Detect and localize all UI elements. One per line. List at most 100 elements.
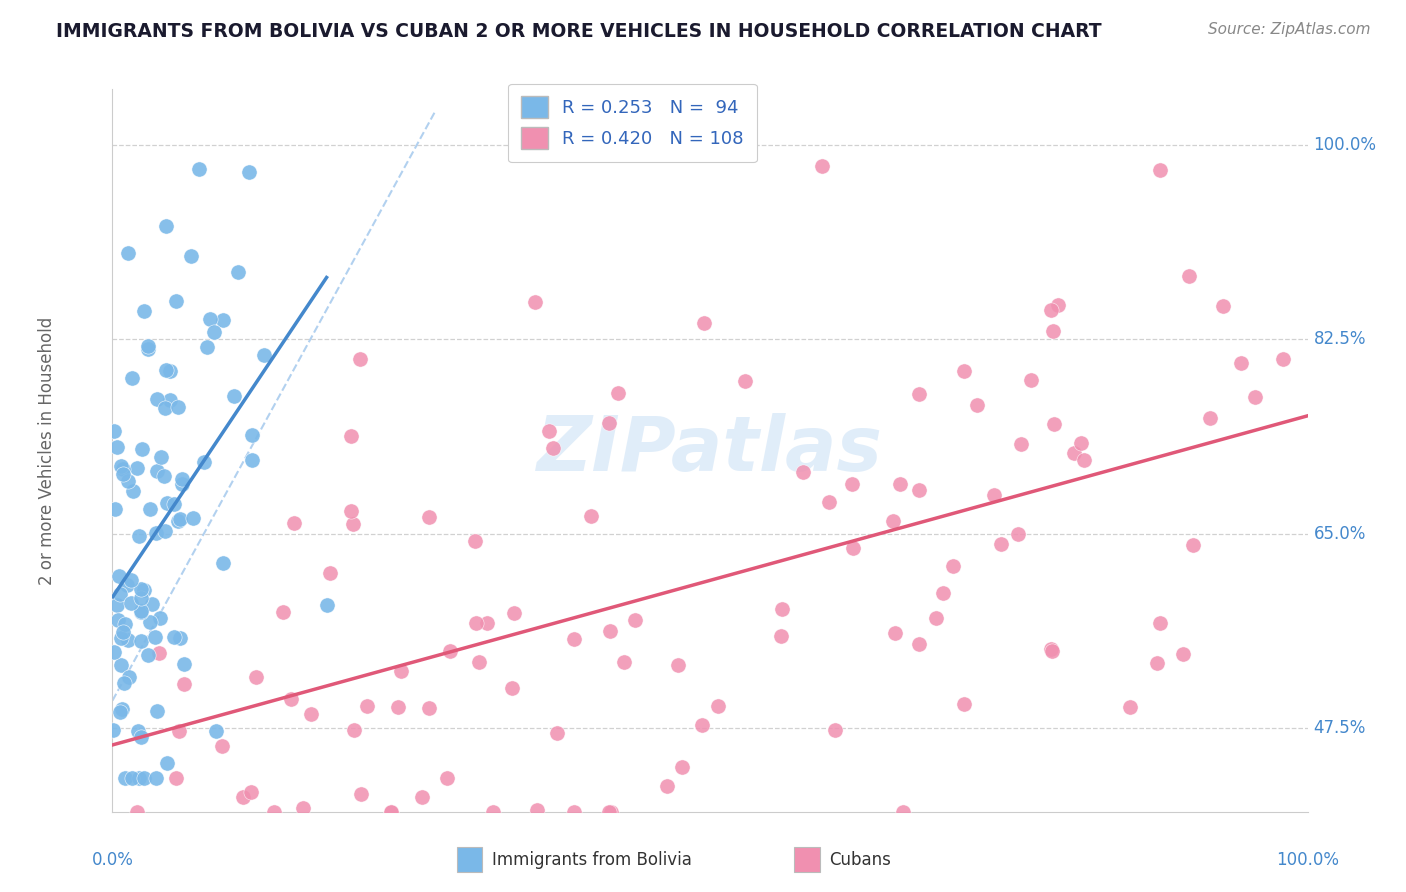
Text: Immigrants from Bolivia: Immigrants from Bolivia: [492, 851, 692, 869]
Point: [942, 559, 965, 574]
Point: [932, 586, 955, 600]
Point: [501, 681, 523, 695]
Point: [811, 159, 834, 173]
Text: 82.5%: 82.5%: [1313, 330, 1367, 348]
Text: 2 or more Vehicles in Household: 2 or more Vehicles in Household: [38, 317, 56, 584]
Point: [202, 325, 225, 339]
Point: [121, 370, 143, 384]
Text: IMMIGRANTS FROM BOLIVIA VS CUBAN 2 OR MORE VEHICLES IN HOUSEHOLD CORRELATION CHA: IMMIGRANTS FROM BOLIVIA VS CUBAN 2 OR MO…: [56, 22, 1102, 41]
Point: [342, 517, 364, 532]
Point: [271, 605, 294, 619]
Point: [340, 504, 363, 518]
Point: [238, 165, 260, 179]
Text: 0.0%: 0.0%: [91, 852, 134, 870]
Bar: [457, 847, 482, 872]
Point: [169, 512, 191, 526]
Point: [240, 453, 263, 467]
Point: [339, 429, 361, 443]
Point: [131, 605, 153, 619]
Legend: R = 0.253   N =  94, R = 0.420   N = 108: R = 0.253 N = 94, R = 0.420 N = 108: [508, 84, 756, 162]
Point: [983, 488, 1005, 502]
Point: [882, 514, 904, 528]
Point: [436, 771, 458, 785]
Point: [110, 658, 132, 673]
Point: [389, 665, 412, 679]
Point: [624, 613, 647, 627]
Point: [966, 398, 988, 412]
Point: [136, 339, 159, 353]
Point: [211, 556, 233, 570]
Point: [842, 541, 865, 555]
Point: [103, 645, 125, 659]
Point: [193, 455, 215, 469]
Point: [884, 626, 907, 640]
Point: [156, 496, 179, 510]
Point: [105, 598, 128, 612]
Point: [108, 586, 131, 600]
Point: [350, 787, 373, 801]
Point: [134, 583, 156, 598]
Point: [299, 706, 322, 721]
Point: [600, 805, 623, 819]
Point: [411, 790, 433, 805]
Point: [145, 772, 167, 786]
Point: [131, 582, 153, 596]
Point: [817, 495, 839, 509]
Point: [356, 699, 378, 714]
Point: [523, 295, 546, 310]
Point: [537, 424, 560, 438]
Point: [841, 477, 863, 491]
Point: [128, 529, 150, 543]
Point: [562, 632, 585, 647]
Bar: [794, 847, 820, 872]
Point: [464, 534, 486, 549]
Point: [211, 739, 233, 753]
Point: [253, 348, 276, 362]
Point: [129, 604, 152, 618]
Text: 100.0%: 100.0%: [1313, 136, 1376, 153]
Point: [599, 624, 621, 638]
Point: [170, 476, 193, 491]
Point: [1073, 453, 1095, 467]
Point: [1198, 410, 1220, 425]
Point: [149, 611, 172, 625]
Point: [526, 803, 548, 817]
Point: [671, 760, 693, 774]
Point: [1039, 642, 1062, 657]
Point: [134, 772, 156, 786]
Point: [141, 597, 163, 611]
Point: [139, 502, 162, 516]
Point: [418, 701, 440, 715]
Point: [173, 677, 195, 691]
Point: [117, 246, 139, 260]
Point: [101, 723, 124, 737]
Point: [465, 615, 488, 630]
Point: [1010, 437, 1032, 451]
Point: [349, 351, 371, 366]
Text: ZIPatlas: ZIPatlas: [537, 414, 883, 487]
Point: [1042, 324, 1064, 338]
Point: [112, 467, 135, 481]
Point: [380, 805, 402, 819]
Point: [770, 602, 793, 616]
Point: [693, 316, 716, 330]
Point: [114, 616, 136, 631]
Point: [1040, 303, 1063, 318]
Point: [165, 771, 187, 785]
Point: [136, 342, 159, 356]
Text: 100.0%: 100.0%: [1277, 852, 1339, 870]
Point: [156, 756, 179, 770]
Point: [117, 633, 139, 648]
Point: [125, 461, 148, 475]
Point: [226, 265, 249, 279]
Point: [769, 629, 792, 643]
Point: [263, 805, 285, 819]
Point: [167, 514, 190, 528]
Point: [139, 615, 162, 630]
Point: [117, 578, 139, 592]
Point: [291, 801, 314, 815]
Point: [146, 392, 169, 406]
Point: [439, 644, 461, 658]
Point: [167, 723, 190, 738]
Point: [418, 509, 440, 524]
